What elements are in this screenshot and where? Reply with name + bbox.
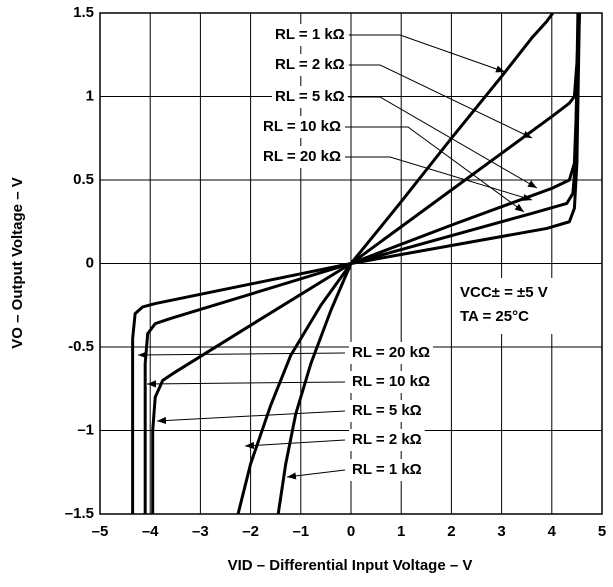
leader-arrow: [348, 96, 538, 189]
x-tick-label: 3: [497, 523, 505, 540]
legend-bg: [272, 86, 348, 108]
x-tick-label: 0: [347, 523, 355, 540]
legend-label: RL = 20 kΩ: [352, 344, 430, 361]
y-tick-label: -0.5: [68, 338, 94, 355]
y-tick-label: –1.5: [65, 505, 94, 522]
legend-bg: [349, 429, 425, 451]
x-tick-label: 1: [397, 523, 405, 540]
x-tick-label: –2: [242, 523, 259, 540]
x-tick-label: 2: [447, 523, 455, 540]
plot-border: [99, 12, 603, 515]
leader-arrow: [286, 469, 346, 480]
y-tick-label: 1.5: [73, 4, 94, 21]
annotation-bg: [452, 278, 592, 334]
legend-bg: [272, 24, 348, 46]
leader-arrow: [345, 126, 525, 213]
legend-label: RL = 20 kΩ: [263, 148, 341, 165]
leader-arrow: [137, 351, 346, 359]
x-tick-label: –4: [142, 523, 159, 540]
leader-arrow: [348, 34, 506, 73]
legend-bg: [349, 459, 425, 481]
line-series: [236, 12, 581, 515]
x-tick-label: –1: [292, 523, 309, 540]
legend-label: RL = 10 kΩ: [263, 118, 341, 135]
annotation: VCC± = ±5 V: [460, 284, 548, 301]
legend-label: RL = 2 kΩ: [275, 56, 345, 73]
legend-bg: [260, 146, 345, 168]
legend-label: RL = 5 kΩ: [352, 402, 422, 419]
line-series: [131, 12, 581, 514]
annotation: TA = 25°C: [460, 308, 529, 325]
x-tick-label: –3: [192, 523, 209, 540]
y-tick-label: 1: [86, 87, 94, 104]
leader-arrow: [348, 64, 533, 139]
legend-bg: [260, 116, 345, 138]
y-tick-label: –1: [77, 421, 94, 438]
legend-label: RL = 2 kΩ: [352, 431, 422, 448]
legend-label: RL = 1 kΩ: [352, 461, 422, 478]
x-tick-label: –5: [92, 523, 109, 540]
leader-arrow: [146, 380, 346, 388]
leader-arrow: [345, 156, 533, 201]
x-tick-label: 5: [598, 523, 606, 540]
y-tick-label: 0: [86, 254, 94, 271]
legend-bg: [349, 371, 434, 393]
legend-label: RL = 1 kΩ: [275, 26, 345, 43]
legend-label: RL = 5 kΩ: [275, 88, 345, 105]
x-tick-label: 4: [548, 523, 557, 540]
legend-bg: [272, 54, 348, 76]
leader-arrow: [244, 439, 346, 450]
legend-bg: [349, 400, 425, 422]
legend-bg: [349, 342, 434, 364]
y-axis-label: VO – Output Voltage – V: [9, 177, 26, 348]
x-axis-label: VID – Differential Input Voltage – V: [228, 557, 473, 574]
legend-label: RL = 10 kΩ: [352, 373, 430, 390]
y-tick-label: 0.5: [73, 171, 94, 188]
leader-arrow: [156, 410, 346, 425]
line-series: [276, 12, 555, 515]
